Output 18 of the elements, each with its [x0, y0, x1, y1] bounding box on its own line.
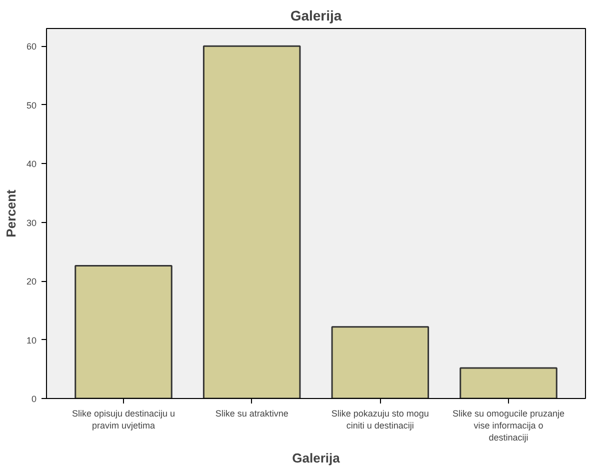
x-axis-title: Galerija — [292, 450, 341, 466]
bar — [460, 367, 558, 398]
x-tick-label: Slike su omogucile pruzanje vise informacija o destinaciji — [452, 408, 565, 442]
bar — [331, 326, 430, 398]
bar — [202, 45, 301, 398]
chart-title: Galerija — [290, 8, 342, 24]
x-tick-label: Slike su atraktivne — [215, 408, 288, 418]
y-tick-label: 0 — [31, 394, 37, 404]
y-axis-title: Percent — [3, 188, 18, 238]
y-tick-label: 20 — [26, 276, 37, 287]
bar — [74, 265, 172, 398]
y-tick-label: 60 — [26, 42, 37, 52]
x-tick-label: Slike opisuju destinaciju u pravim uvjetima — [72, 408, 176, 430]
y-tick-label: 40 — [26, 159, 37, 170]
y-tick-label: 30 — [26, 218, 37, 228]
y-tick-label: 50 — [26, 100, 37, 110]
y-tick-label: 10 — [26, 335, 37, 346]
x-tick-label: Slike pokazuju sto mogu ciniti u destinaciji — [331, 408, 429, 430]
